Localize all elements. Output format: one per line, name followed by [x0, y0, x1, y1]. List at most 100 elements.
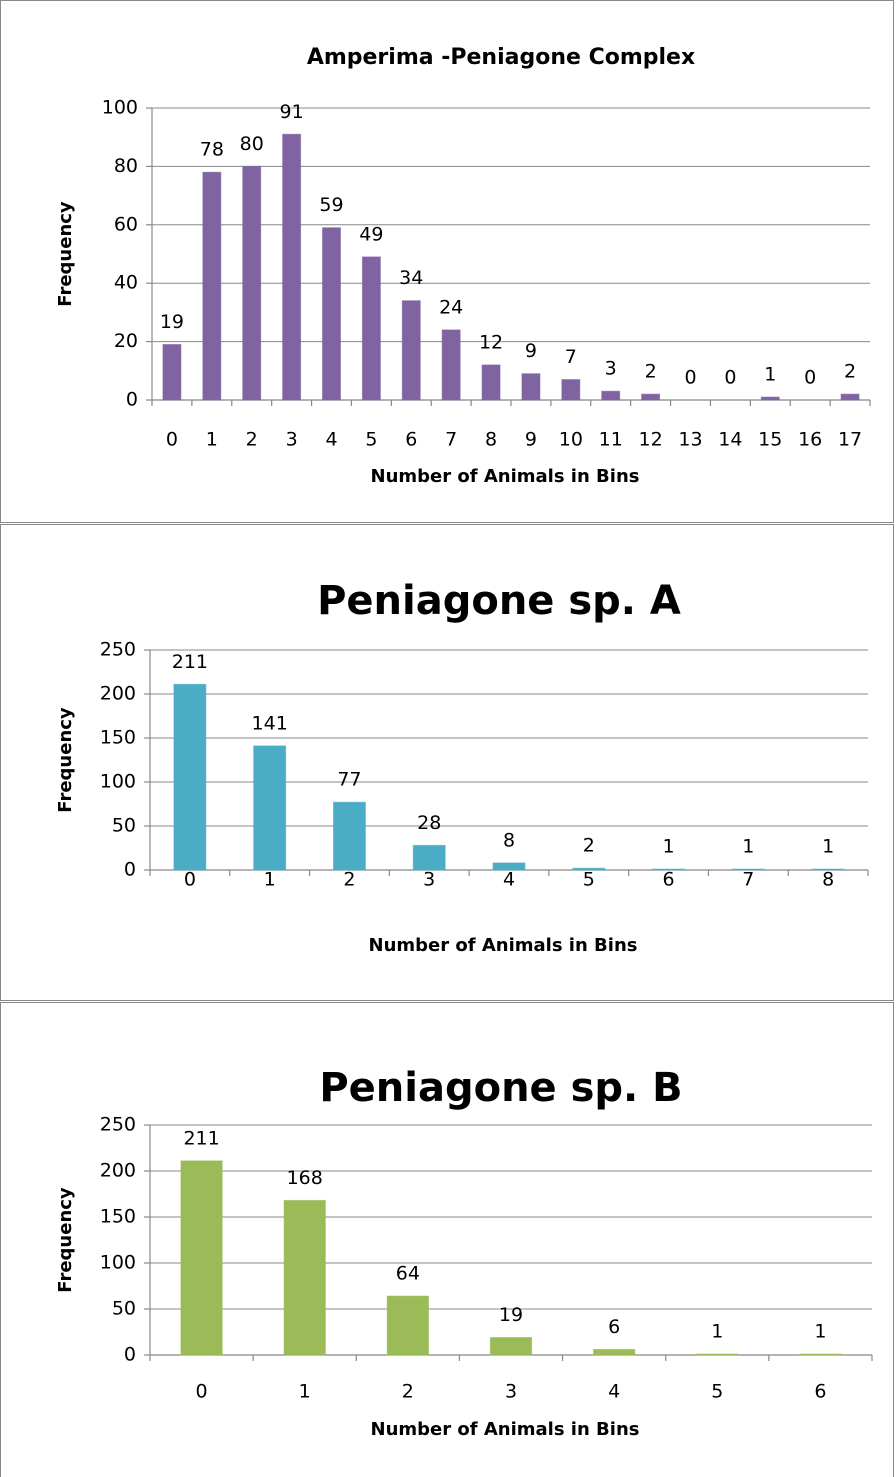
- x-tick-label: 0: [166, 429, 178, 451]
- data-label: 1: [814, 1321, 826, 1343]
- y-tick-label: 40: [114, 272, 138, 294]
- x-tick-label: 6: [814, 1381, 826, 1403]
- x-tick-label: 7: [742, 869, 754, 891]
- data-label: 1: [663, 836, 675, 858]
- data-label: 19: [160, 311, 184, 333]
- data-label: 49: [359, 223, 383, 245]
- data-label: 7: [565, 346, 577, 368]
- x-axis-label: Number of Animals in Bins: [369, 935, 638, 956]
- bar: [253, 745, 287, 871]
- bar: [361, 256, 381, 401]
- bar: [492, 862, 526, 871]
- y-tick-label: 250: [100, 639, 136, 661]
- x-tick-label: 0: [196, 1381, 208, 1403]
- bar: [332, 801, 366, 871]
- bar: [696, 1353, 739, 1356]
- data-label: 1: [742, 836, 754, 858]
- data-label: 24: [439, 296, 463, 318]
- data-label: 34: [399, 267, 423, 289]
- y-tick-label: 100: [100, 1252, 136, 1274]
- data-label: 91: [280, 101, 304, 123]
- bar: [282, 133, 302, 401]
- y-tick-label: 80: [114, 155, 138, 177]
- x-tick-label: 4: [325, 429, 337, 451]
- x-tick-label: 11: [599, 429, 623, 451]
- data-label: 211: [183, 1127, 219, 1149]
- data-label: 78: [200, 139, 224, 161]
- x-tick-label: 17: [838, 429, 862, 451]
- y-tick-label: 200: [100, 683, 136, 705]
- bar: [401, 300, 421, 401]
- bar: [242, 165, 262, 401]
- bar: [173, 683, 207, 871]
- x-tick-label: 4: [608, 1381, 620, 1403]
- x-tick-label: 2: [402, 1381, 414, 1403]
- x-tick-label: 8: [485, 429, 497, 451]
- y-tick-label: 60: [114, 213, 138, 235]
- chart-title: Peniagone sp. A: [317, 578, 681, 624]
- chart-title: Amperima -Peniagone Complex: [307, 45, 695, 70]
- data-label: 141: [252, 712, 288, 734]
- panel: [0, 524, 894, 1001]
- data-label: 28: [417, 812, 441, 834]
- data-label: 168: [287, 1167, 323, 1189]
- data-label: 19: [499, 1304, 523, 1326]
- data-label: 2: [583, 835, 595, 857]
- data-label: 80: [240, 133, 264, 155]
- data-label: 1: [822, 836, 834, 858]
- bar: [283, 1199, 326, 1356]
- data-label: 0: [724, 367, 736, 389]
- y-tick-label: 50: [112, 1298, 136, 1320]
- x-tick-label: 13: [678, 429, 702, 451]
- data-label: 1: [711, 1321, 723, 1343]
- data-label: 9: [525, 340, 537, 362]
- y-tick-label: 250: [100, 1114, 136, 1136]
- bar: [572, 867, 606, 871]
- x-tick-label: 12: [639, 429, 663, 451]
- y-tick-label: 0: [124, 1344, 136, 1366]
- bar: [481, 364, 501, 401]
- y-tick-label: 150: [100, 1206, 136, 1228]
- bar: [162, 344, 182, 401]
- bar: [641, 393, 661, 401]
- bar: [811, 868, 845, 871]
- x-tick-label: 15: [758, 429, 782, 451]
- x-tick-label: 5: [711, 1381, 723, 1403]
- data-label: 77: [337, 769, 361, 791]
- bar: [601, 390, 621, 401]
- data-label: 211: [172, 651, 208, 673]
- y-axis-label: Frequency: [55, 707, 76, 813]
- bar: [561, 379, 581, 401]
- x-tick-label: 0: [184, 869, 196, 891]
- x-tick-label: 8: [822, 869, 834, 891]
- data-label: 59: [319, 194, 343, 216]
- y-tick-label: 100: [102, 97, 138, 119]
- x-tick-label: 1: [264, 869, 276, 891]
- bar: [731, 868, 765, 871]
- data-label: 1: [764, 364, 776, 386]
- bar: [652, 868, 686, 871]
- y-tick-label: 200: [100, 1160, 136, 1182]
- x-tick-label: 1: [299, 1381, 311, 1403]
- data-label: 0: [804, 367, 816, 389]
- x-axis-label: Number of Animals in Bins: [371, 466, 640, 487]
- x-tick-label: 3: [286, 429, 298, 451]
- bar: [593, 1348, 636, 1356]
- x-axis-label: Number of Animals in Bins: [371, 1419, 640, 1440]
- chart-title: Peniagone sp. B: [319, 1065, 682, 1111]
- data-label: 8: [503, 829, 515, 851]
- data-label: 12: [479, 331, 503, 353]
- x-tick-label: 10: [559, 429, 583, 451]
- x-tick-label: 14: [718, 429, 742, 451]
- x-tick-label: 6: [405, 429, 417, 451]
- x-tick-label: 9: [525, 429, 537, 451]
- x-tick-label: 3: [423, 869, 435, 891]
- panel: [0, 1002, 894, 1477]
- data-label: 6: [608, 1316, 620, 1338]
- x-tick-label: 4: [503, 869, 515, 891]
- data-label: 2: [844, 361, 856, 383]
- bar: [441, 329, 461, 401]
- bar: [799, 1353, 842, 1356]
- bar: [521, 373, 541, 401]
- data-label: 3: [605, 358, 617, 380]
